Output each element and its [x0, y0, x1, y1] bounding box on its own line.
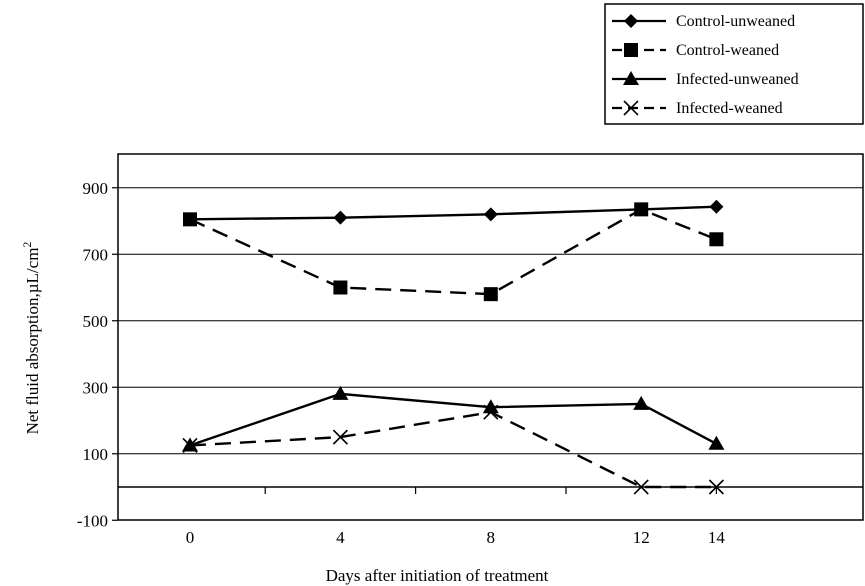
legend: Control-unweaned Control-weaned Infected-u…	[604, 3, 864, 125]
y-axis-title-superscript: 2	[20, 242, 34, 248]
triangle-marker	[708, 435, 725, 450]
x-axis-title: Days after initiation of treatment	[326, 566, 549, 585]
y-tick-label: 300	[83, 378, 109, 397]
legend-diamond-icon	[624, 14, 638, 28]
y-tick-label: 900	[83, 179, 109, 198]
x-tick-label: 8	[487, 528, 496, 547]
y-axis-title-group: Net fluid absorption,µL/cm2	[20, 242, 42, 435]
square-marker	[333, 280, 348, 295]
series-line-infected-weaned	[189, 410, 717, 489]
y-tick-label: -100	[77, 511, 108, 530]
cross-marker	[182, 437, 198, 454]
legend-cross-icon	[623, 100, 639, 116]
square-marker	[709, 232, 724, 247]
plot-frame	[117, 153, 864, 521]
triangle-marker	[633, 395, 650, 410]
diamond-marker	[483, 207, 498, 222]
x-tick-label: 12	[633, 528, 650, 547]
legend-box	[604, 3, 864, 125]
diamond-marker	[709, 199, 724, 214]
square-marker	[634, 202, 649, 217]
x-tick-label: 14	[708, 528, 726, 547]
legend-label: Infected-weaned	[676, 100, 783, 117]
legend-triangle-icon	[623, 71, 639, 85]
y-tick-label: 100	[83, 445, 109, 464]
plot-area	[112, 153, 864, 521]
legend-label: Infected-unweaned	[676, 71, 799, 88]
cross-marker	[483, 404, 499, 420]
y-axis-title: Net fluid absorption,µL/cm2	[20, 242, 42, 435]
cross-marker	[332, 429, 348, 445]
cross-marker	[633, 479, 649, 495]
cross-marker	[708, 479, 724, 495]
diamond-marker	[333, 210, 348, 225]
legend-label: Control-unweaned	[676, 13, 795, 30]
x-tick-label: 4	[336, 528, 345, 547]
legend-label: Control-weaned	[676, 42, 779, 59]
triangle-marker	[482, 399, 499, 414]
x-tick-label: 0	[186, 528, 195, 547]
series-line-control-weaned	[189, 208, 717, 296]
y-tick-label: 700	[83, 245, 109, 264]
series-line-infected-unweaned	[189, 392, 717, 447]
triangle-marker	[332, 385, 349, 400]
square-marker	[183, 212, 197, 227]
square-marker	[483, 287, 498, 302]
y-tick-label: 500	[83, 312, 109, 331]
legend-square-icon	[624, 43, 638, 57]
y-axis-title-main: Net fluid absorption,µL/cm	[23, 248, 42, 435]
